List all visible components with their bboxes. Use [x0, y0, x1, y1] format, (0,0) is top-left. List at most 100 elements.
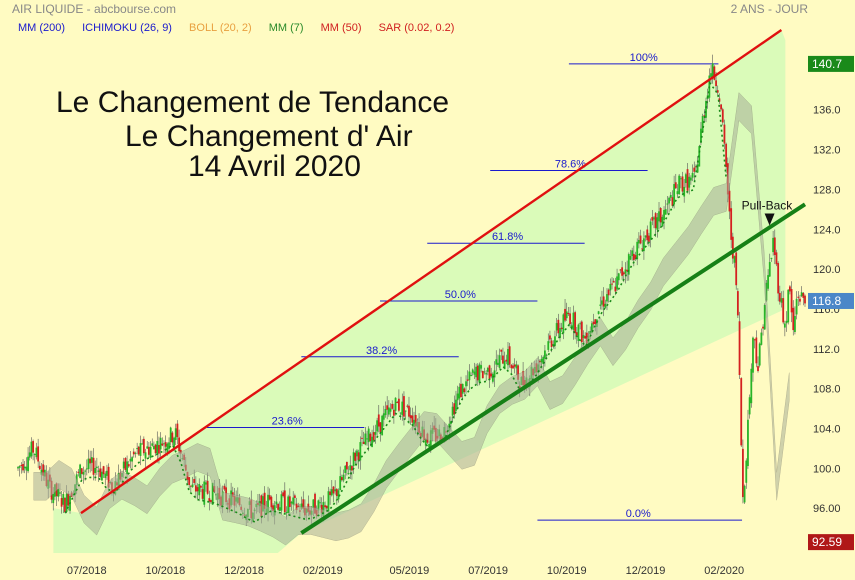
candle-down: [295, 503, 298, 511]
candle-up: [101, 471, 103, 481]
candle-up: [30, 441, 33, 457]
candle-down: [453, 403, 456, 415]
candle-up: [631, 250, 634, 257]
legend-sar[interactable]: SAR (0.02, 0.2): [378, 22, 455, 34]
candle-up: [262, 496, 264, 512]
candle-down: [592, 321, 595, 325]
candle-down: [611, 283, 613, 285]
candle-down: [392, 409, 395, 416]
candle-down: [297, 505, 300, 507]
candle-up: [485, 373, 488, 375]
candle-down: [594, 319, 597, 325]
candle-down: [671, 197, 674, 206]
candle-up: [503, 360, 506, 370]
candle-up: [483, 371, 486, 373]
legend-mm200[interactable]: MM (200): [18, 22, 66, 34]
candle-down: [210, 499, 212, 503]
x-tick-label: 07/2019: [468, 565, 508, 577]
candle-down: [206, 480, 209, 494]
candle-up: [688, 176, 691, 188]
candle-down: [681, 176, 684, 192]
candle-up: [684, 174, 687, 184]
candle-up: [770, 257, 773, 259]
candle-down: [176, 423, 179, 438]
candle-up: [84, 470, 87, 472]
candle-up: [752, 337, 754, 373]
candle-up: [97, 470, 100, 473]
candle-down: [386, 405, 389, 410]
candle-down: [194, 485, 197, 492]
candle-down: [569, 313, 571, 324]
candle-down: [171, 432, 174, 443]
candle-up: [579, 323, 582, 325]
candle-down: [476, 365, 479, 381]
candle-up: [52, 493, 55, 504]
candle-up: [339, 476, 342, 491]
candle-up: [644, 235, 647, 238]
candle-up: [763, 305, 766, 330]
candle-down: [626, 269, 629, 272]
candle-down: [686, 169, 689, 191]
candle-up: [545, 354, 548, 356]
candle-down: [288, 496, 291, 507]
candle-up: [205, 482, 207, 485]
candle-down: [396, 401, 399, 403]
candle-down: [792, 307, 795, 331]
candle-down: [406, 405, 409, 407]
legend-boll[interactable]: BOLL (20, 2): [189, 22, 252, 34]
pullback-label: Pull-Back: [742, 198, 794, 212]
candle-down: [277, 504, 279, 510]
candle-down: [223, 485, 226, 490]
candle-up: [795, 298, 798, 315]
candle-down: [560, 327, 563, 330]
candle-up: [468, 371, 471, 381]
candle-up: [27, 456, 29, 472]
candle-up: [287, 496, 290, 513]
legend-ichimoku[interactable]: ICHIMOKU (26, 9): [82, 22, 172, 34]
candle-up: [601, 300, 603, 305]
candle-down: [283, 490, 286, 513]
legend-mm7[interactable]: MM (7): [268, 22, 304, 34]
candle-down: [715, 80, 717, 87]
fib-level-label: 78.6%: [555, 158, 586, 170]
candle-up: [319, 502, 321, 504]
candle-up: [787, 289, 790, 323]
candle-down: [607, 289, 610, 296]
x-tick-label: 10/2018: [146, 565, 186, 577]
candle-up: [486, 367, 489, 372]
candle-down: [580, 321, 583, 343]
candle-up: [597, 311, 600, 314]
candle-down: [263, 492, 266, 509]
candle-up: [394, 397, 397, 411]
candle-up: [35, 447, 38, 458]
candle-up: [542, 356, 545, 364]
candle-up: [478, 364, 481, 383]
candle-up: [456, 393, 459, 401]
candle-down: [161, 443, 164, 446]
candle-down: [500, 349, 503, 352]
price-box-top-bg: [808, 55, 854, 72]
candle-up: [366, 438, 368, 440]
candle-up: [337, 490, 340, 500]
candle-up: [173, 437, 175, 448]
candle-down: [354, 452, 357, 461]
candle-up: [65, 493, 68, 512]
title-line-2: Le Changement d' Air: [125, 120, 413, 153]
candle-down: [775, 252, 778, 265]
y-tick-label: 124.0: [813, 224, 841, 236]
candle-up: [95, 466, 98, 468]
candle-up: [470, 375, 472, 377]
candle-down: [736, 291, 739, 316]
candle-up: [356, 450, 358, 457]
candle-up: [599, 304, 602, 306]
candle-up: [656, 217, 659, 230]
candle-up: [428, 444, 431, 448]
indicator-legend: MM (200) ICHIMOKU (26, 9) BOLL (20, 2) M…: [18, 22, 468, 34]
candle-up: [371, 436, 373, 448]
candle-up: [451, 406, 454, 416]
candle-up: [658, 211, 660, 222]
candle-down: [641, 248, 644, 250]
candle-up: [387, 407, 390, 415]
title-line-1: Le Changement de Tendance: [56, 86, 450, 119]
legend-mm50[interactable]: MM (50): [320, 22, 362, 34]
